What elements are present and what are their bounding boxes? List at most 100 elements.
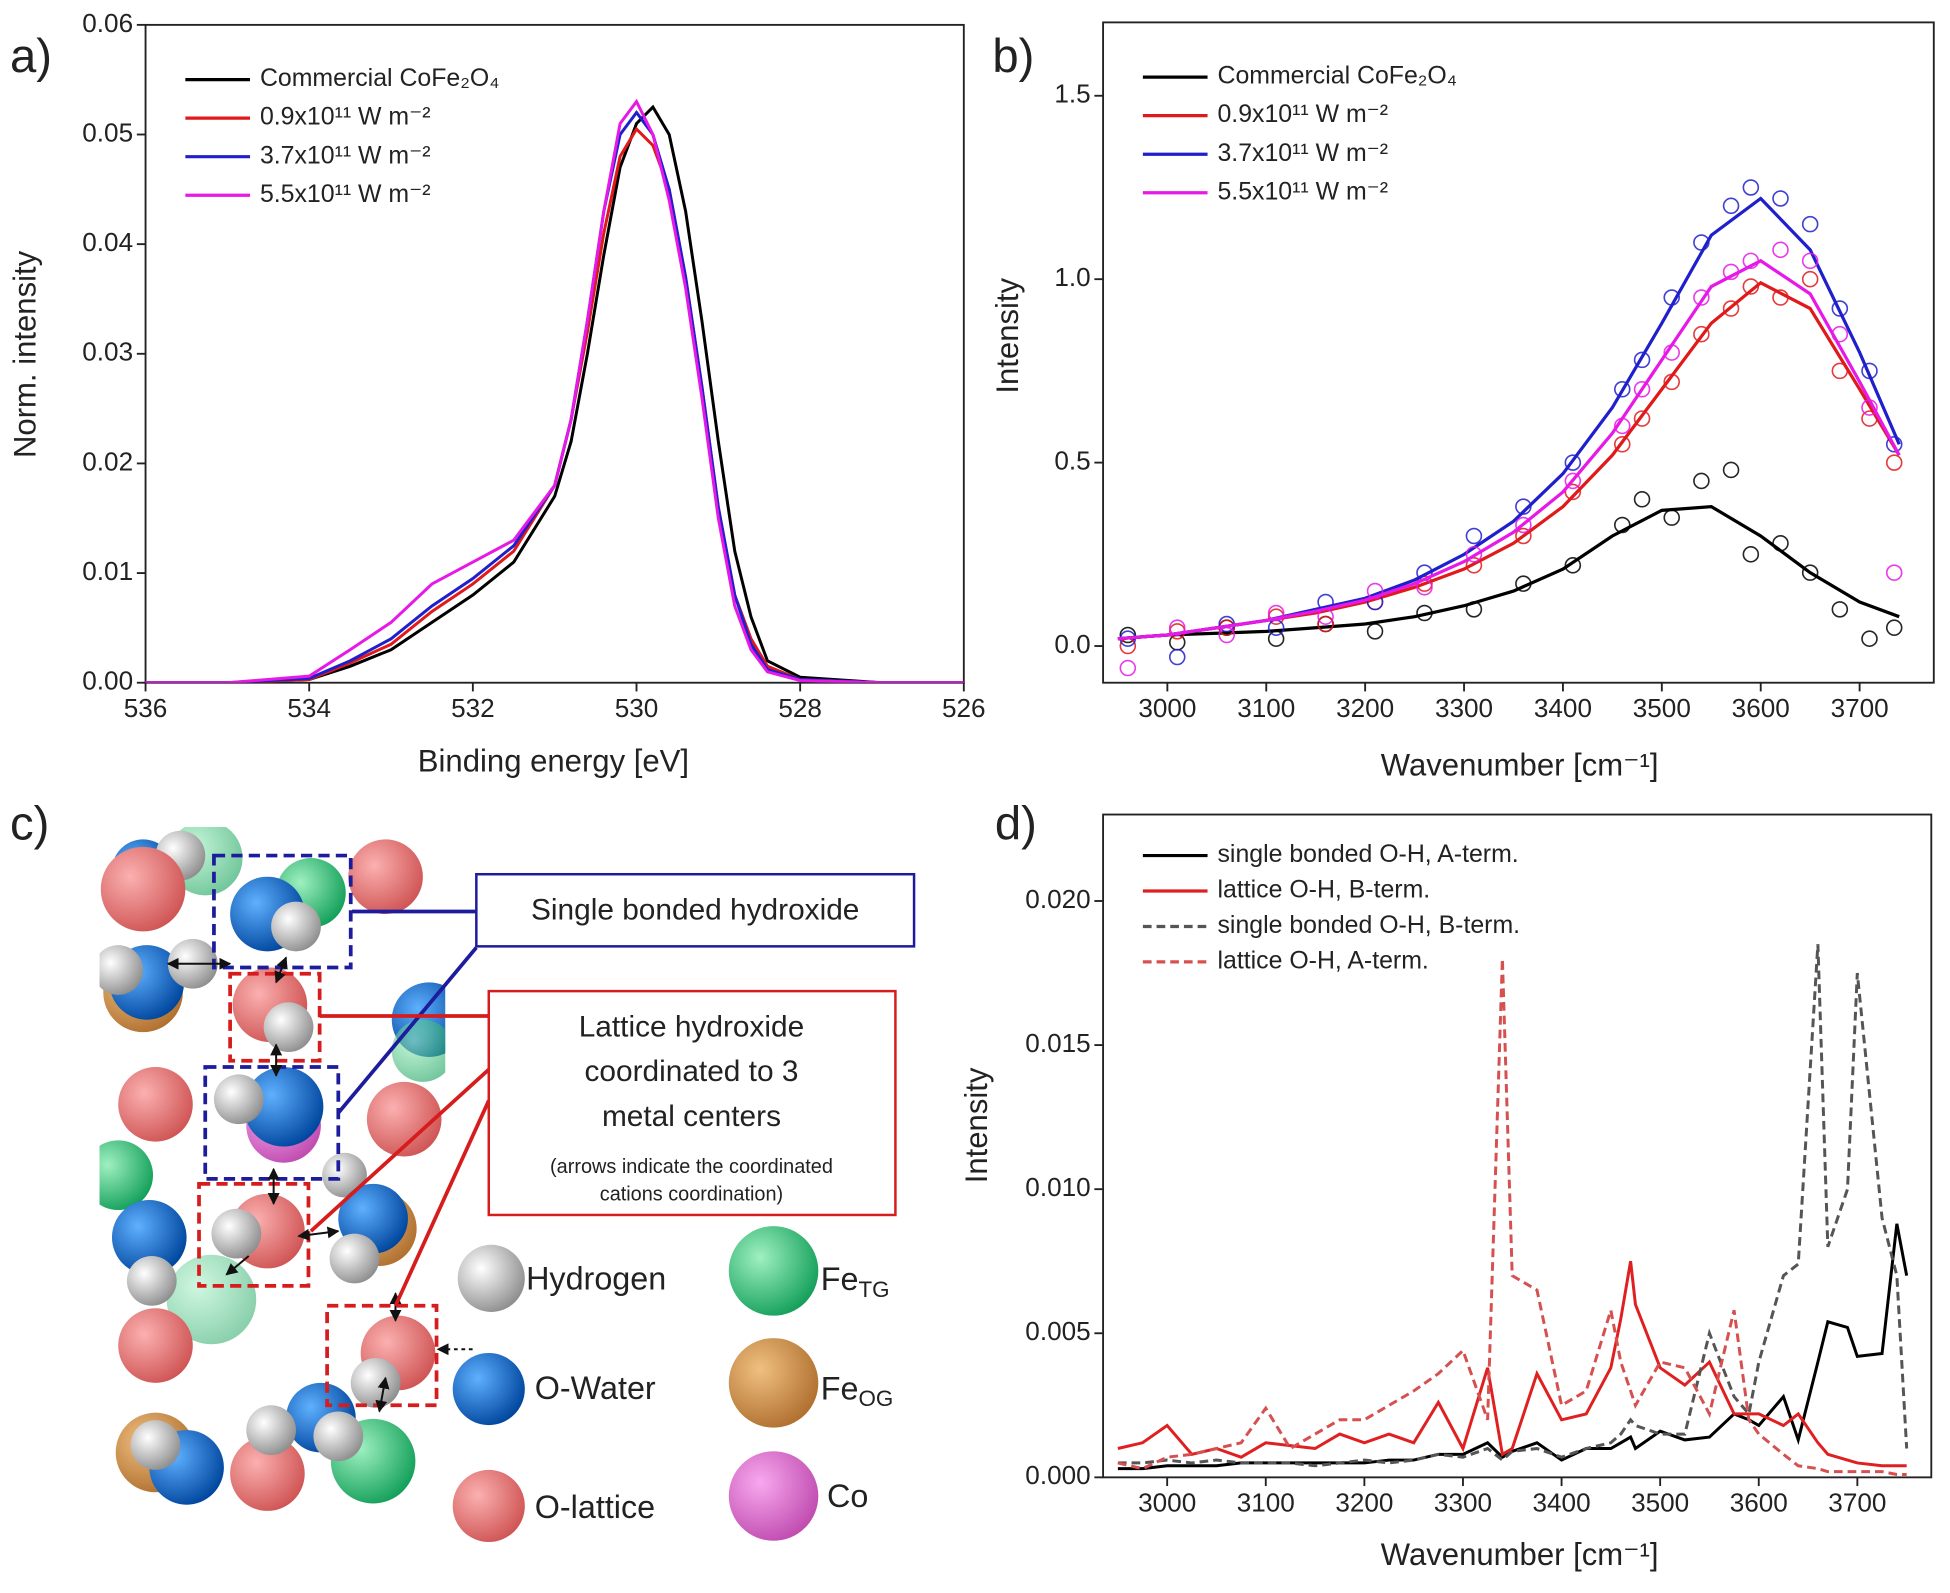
legend-subscript: OG bbox=[859, 1386, 894, 1411]
data-point bbox=[1168, 648, 1186, 666]
legend-label: lattice O-H, B-term. bbox=[1217, 876, 1430, 904]
data-line bbox=[1117, 504, 1900, 641]
data-point bbox=[1614, 380, 1631, 398]
data-line bbox=[145, 110, 964, 683]
legend-label: Commercial CoFe₂O₄ bbox=[1217, 62, 1456, 90]
legend-label: 5.5x10¹¹ W m⁻² bbox=[1217, 177, 1388, 205]
y-tick-label: 0.05 bbox=[82, 117, 133, 147]
data-point bbox=[1267, 619, 1285, 636]
legend-label: lattice O-H, A-term. bbox=[1217, 946, 1428, 974]
legend-label: Commercial CoFe₂O₄ bbox=[260, 64, 499, 92]
x-tick-label: 536 bbox=[124, 693, 168, 723]
y-tick-label: 1.0 bbox=[1054, 262, 1090, 292]
y-tick-label: 0.02 bbox=[82, 446, 133, 476]
data-line bbox=[145, 98, 964, 683]
y-axis-title: Norm. intensity bbox=[8, 250, 43, 458]
data-point bbox=[1515, 516, 1532, 534]
legend-label: 0.9x10¹¹ W m⁻² bbox=[1217, 100, 1388, 128]
legend-label: single bonded O-H, A-term. bbox=[1217, 840, 1518, 868]
x-tick-label: 3600 bbox=[1732, 693, 1790, 723]
legend-label: O-Water bbox=[535, 1370, 656, 1406]
structure-picture bbox=[99, 826, 446, 1511]
data-line bbox=[1117, 258, 1901, 641]
x-tick-label: 3000 bbox=[1138, 1488, 1196, 1518]
x-axis-title: Wavenumber [cm⁻¹] bbox=[1381, 1537, 1659, 1572]
x-tick-label: 3500 bbox=[1631, 1488, 1689, 1518]
data-point bbox=[1722, 197, 1740, 215]
data-line bbox=[1117, 958, 1907, 1476]
legend-subscript: TG bbox=[859, 1277, 890, 1302]
data-point bbox=[1633, 351, 1651, 369]
data-point bbox=[1564, 557, 1582, 574]
data-point bbox=[1564, 472, 1582, 490]
panel-label: b) bbox=[992, 30, 1034, 83]
data-line bbox=[1117, 280, 1901, 641]
atom-legend: Hydrogen O-Water O-lattice FeTG FeOG Co bbox=[452, 1226, 894, 1543]
plot-frame bbox=[1102, 21, 1935, 684]
callout-note: cations coordination) bbox=[600, 1183, 783, 1205]
x-axis-title: Wavenumber [cm⁻¹] bbox=[1381, 747, 1659, 782]
callout-text: coordinated to 3 bbox=[584, 1055, 798, 1088]
data-point bbox=[1742, 179, 1760, 196]
chart: 536 534 532 530 528 526 0.00 0.01 0.02 0.03 0.04 0.… bbox=[8, 8, 986, 779]
panel-label: d) bbox=[995, 797, 1037, 850]
data-point bbox=[1885, 454, 1903, 471]
data-point bbox=[1317, 615, 1334, 633]
legend-label: FeOG bbox=[821, 1370, 894, 1411]
callout-text: Lattice hydroxide bbox=[579, 1010, 805, 1043]
chart: 3000 3100 3200 3300 3400 3500 3600 3700 0.000 0.0… bbox=[959, 797, 1933, 1572]
x-tick-label: 534 bbox=[287, 693, 331, 723]
y-tick-label: 0.01 bbox=[82, 556, 133, 586]
data-point bbox=[1722, 461, 1740, 479]
y-tick-label: 0.000 bbox=[1025, 1460, 1090, 1490]
legend-label: Hydrogen bbox=[526, 1260, 666, 1296]
data-point bbox=[1693, 472, 1710, 490]
data-point bbox=[1663, 509, 1680, 526]
data-point bbox=[1465, 546, 1483, 563]
callout-box bbox=[475, 872, 916, 948]
legend-label: Co bbox=[827, 1478, 868, 1514]
data-point bbox=[1801, 270, 1819, 288]
data-point bbox=[1801, 564, 1819, 581]
y-tick-label: 0.06 bbox=[82, 8, 133, 38]
data-point bbox=[1885, 564, 1903, 581]
x-tick-label: 3700 bbox=[1831, 693, 1889, 723]
y-tick-label: 0.0 bbox=[1054, 629, 1090, 659]
data-line bbox=[145, 104, 964, 683]
data-point bbox=[1831, 601, 1849, 618]
legend-label: 3.7x10¹¹ W m⁻² bbox=[260, 141, 431, 169]
plot-area bbox=[1117, 944, 1909, 1476]
data-point bbox=[1693, 289, 1710, 306]
x-tick-label: 3300 bbox=[1434, 1488, 1492, 1518]
data-point bbox=[1772, 241, 1789, 259]
x-tick-label: 3600 bbox=[1730, 1488, 1788, 1518]
y-tick-label: 0.010 bbox=[1025, 1172, 1090, 1202]
y-tick-label: 0.03 bbox=[82, 337, 133, 367]
y-tick-label: 0.015 bbox=[1025, 1028, 1090, 1058]
y-tick-label: 0.00 bbox=[82, 666, 133, 696]
data-point bbox=[1465, 527, 1483, 545]
legend-label: single bonded O-H, B-term. bbox=[1217, 911, 1520, 939]
data-point bbox=[1693, 325, 1710, 343]
data-point bbox=[1742, 546, 1760, 563]
x-tick-label: 3100 bbox=[1237, 1488, 1295, 1518]
data-line bbox=[1117, 196, 1901, 641]
x-tick-label: 3200 bbox=[1336, 693, 1394, 723]
x-tick-label: 3300 bbox=[1435, 693, 1493, 723]
x-tick-label: 3000 bbox=[1138, 693, 1196, 723]
data-point bbox=[1564, 483, 1582, 501]
data-point bbox=[1861, 630, 1878, 647]
data-point bbox=[1564, 454, 1582, 471]
x-tick-label: 528 bbox=[778, 693, 822, 723]
legend-label: Fe bbox=[821, 1370, 859, 1406]
data-point bbox=[1465, 557, 1483, 574]
y-axis-title: Intensity bbox=[959, 1067, 994, 1183]
callout-text: metal centers bbox=[602, 1100, 781, 1133]
data-point bbox=[1119, 659, 1137, 677]
x-tick-label: 526 bbox=[942, 693, 986, 723]
x-tick-label: 3700 bbox=[1828, 1488, 1886, 1518]
x-axis-title: Binding energy [eV] bbox=[418, 744, 689, 779]
panel-label: c) bbox=[10, 797, 49, 850]
data-point bbox=[1772, 190, 1789, 207]
